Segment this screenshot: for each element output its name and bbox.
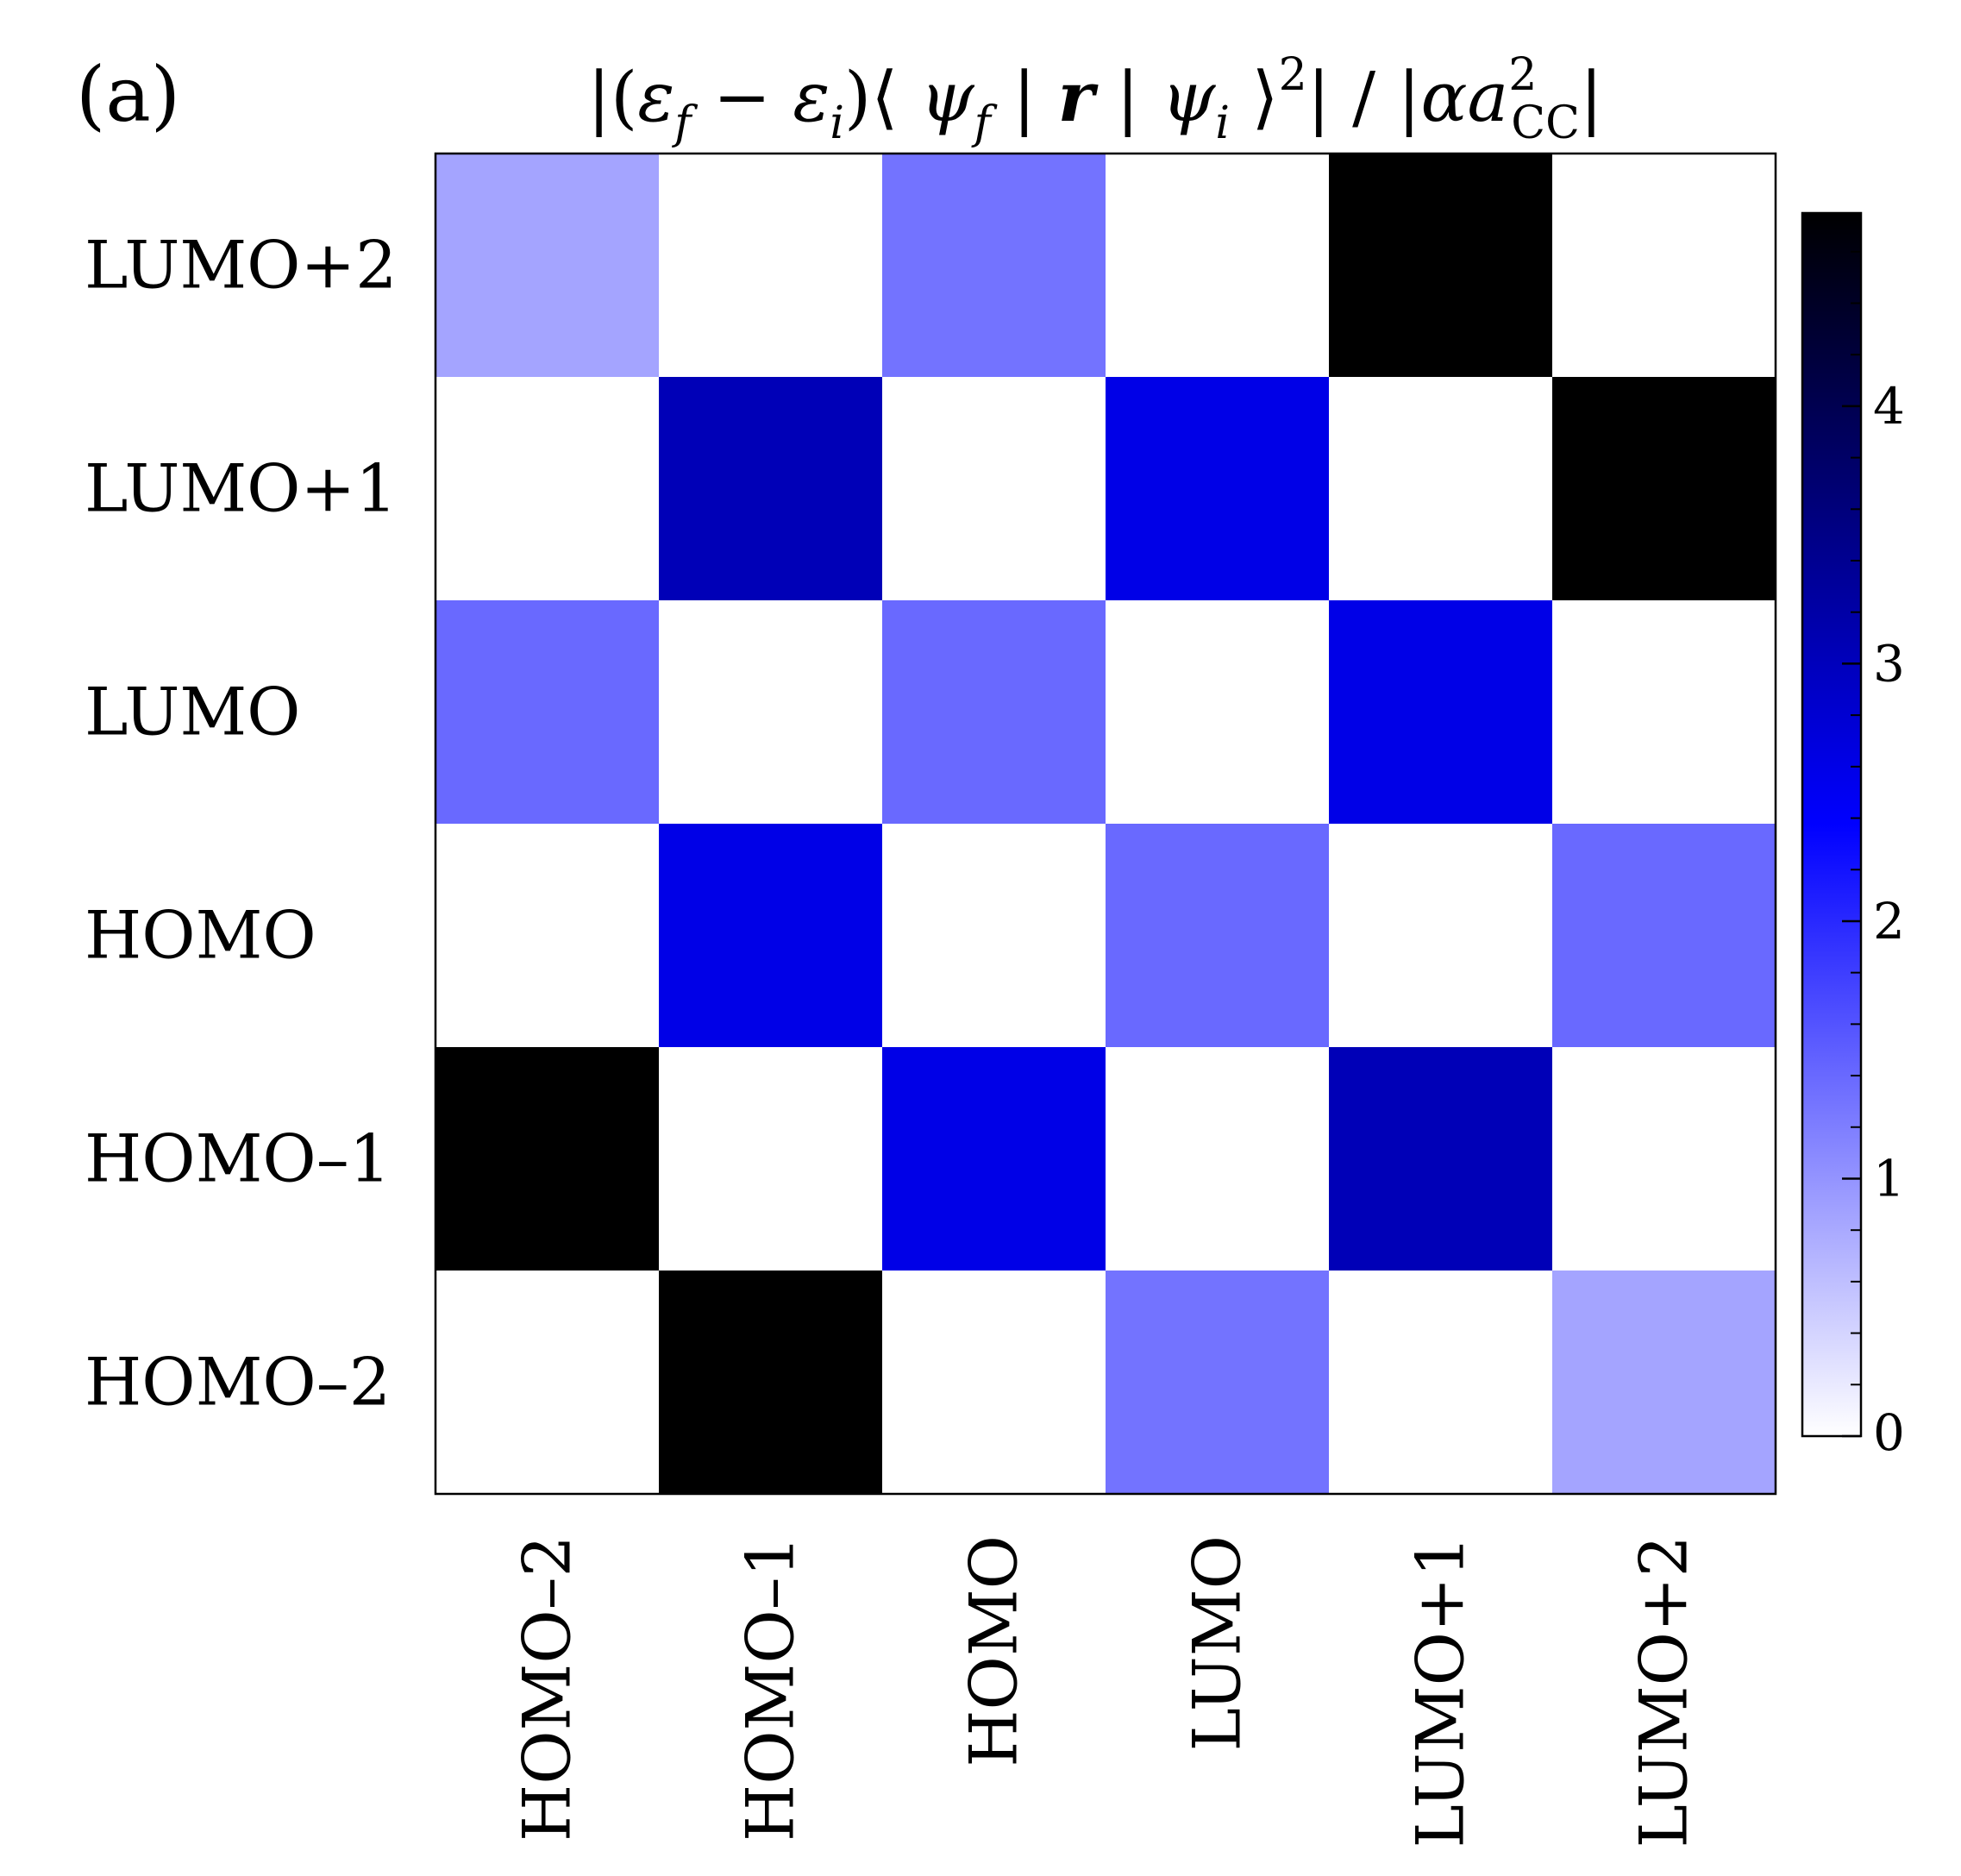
colorbar-tick-label: 4 bbox=[1873, 377, 1905, 436]
heatmap-cells bbox=[435, 154, 1776, 1495]
heatmap-cell bbox=[1329, 824, 1553, 1048]
colorbar-ticks: 0 1 2 3 4 bbox=[1842, 250, 1905, 1462]
x-tick-label: HOMO–1 bbox=[732, 1535, 809, 1841]
colorbar-tick-label: 0 bbox=[1873, 1403, 1905, 1462]
heatmap-cell bbox=[1329, 600, 1553, 825]
heatmap-cell bbox=[1552, 1047, 1776, 1271]
heatmap-cell bbox=[1106, 600, 1330, 825]
x-tick-label: HOMO bbox=[955, 1535, 1032, 1767]
heatmap-cell bbox=[659, 600, 883, 825]
heatmap-cell bbox=[882, 600, 1106, 825]
heatmap-cell bbox=[1329, 377, 1553, 601]
heatmap-cell bbox=[882, 824, 1106, 1048]
heatmap-cell bbox=[659, 1271, 883, 1495]
heatmap-cell bbox=[435, 154, 660, 378]
heatmap-cell bbox=[659, 824, 883, 1048]
heatmap-cell bbox=[882, 1271, 1106, 1495]
heatmap-cell bbox=[1106, 377, 1330, 601]
y-tick-label: LUMO+1 bbox=[85, 450, 398, 527]
heatmap-cell bbox=[882, 377, 1106, 601]
chart-title: |(εf − εi)⟨ ψf | r | ψi ⟩2| / |αa2 CC| bbox=[587, 49, 1603, 149]
heatmap-cell bbox=[1329, 1271, 1553, 1495]
heatmap-cell bbox=[1552, 1271, 1776, 1495]
heatmap-cell bbox=[1329, 1047, 1553, 1271]
plot-frame bbox=[434, 152, 1777, 1496]
x-tick-label: LUMO+1 bbox=[1402, 1535, 1479, 1848]
panel-label: (a) bbox=[76, 50, 180, 139]
x-tick-labels: HOMO–2 HOMO–1 HOMO LUMO LUMO+1 LUMO+2 bbox=[509, 1535, 1702, 1848]
y-tick-label: HOMO–1 bbox=[85, 1120, 391, 1197]
heatmap-cell bbox=[659, 154, 883, 378]
heatmap-cell bbox=[435, 377, 660, 601]
y-tick-label: HOMO bbox=[85, 897, 316, 974]
heatmap-cell bbox=[1552, 154, 1776, 378]
y-tick-label: LUMO+2 bbox=[85, 227, 398, 304]
heatmap-cell bbox=[435, 824, 660, 1048]
y-tick-labels: LUMO+2 LUMO+1 LUMO HOMO HOMO–1 HOMO–2 bbox=[85, 227, 398, 1421]
colorbar-tick-label: 2 bbox=[1873, 892, 1905, 951]
heatmap-cell bbox=[1329, 154, 1553, 378]
heatmap-cell bbox=[1106, 154, 1330, 378]
heatmap-cell bbox=[435, 1047, 660, 1271]
y-tick-label: LUMO bbox=[85, 674, 301, 750]
heatmap-cell bbox=[1552, 600, 1776, 825]
colorbar-tick-label: 3 bbox=[1873, 634, 1905, 693]
y-tick-label: HOMO–2 bbox=[85, 1344, 391, 1421]
heatmap-cell bbox=[1106, 824, 1330, 1048]
heatmap-cell bbox=[882, 1047, 1106, 1271]
heatmap-cell bbox=[1552, 377, 1776, 601]
heatmap-cell bbox=[1106, 1047, 1330, 1271]
x-tick-label: LUMO bbox=[1179, 1535, 1256, 1752]
heatmap-cell bbox=[659, 377, 883, 601]
colorbar-tick-label: 1 bbox=[1873, 1149, 1905, 1208]
heatmap-cell bbox=[435, 1271, 660, 1495]
heatmap-cell bbox=[1552, 824, 1776, 1048]
heatmap-cell bbox=[659, 1047, 883, 1271]
colorbar bbox=[1801, 211, 1863, 1438]
heatmap-cell bbox=[435, 600, 660, 825]
heatmap-cell bbox=[882, 154, 1106, 378]
x-tick-label: LUMO+2 bbox=[1626, 1535, 1702, 1848]
x-tick-label: HOMO–2 bbox=[509, 1535, 586, 1841]
heatmap-cell bbox=[1106, 1271, 1330, 1495]
